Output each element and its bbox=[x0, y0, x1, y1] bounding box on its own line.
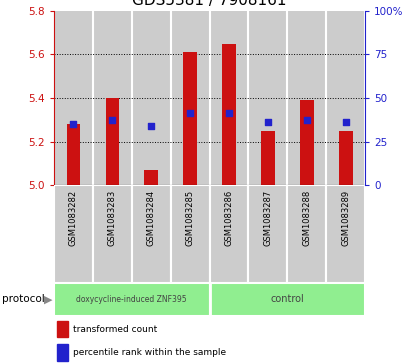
Text: GSM1083288: GSM1083288 bbox=[303, 190, 311, 246]
Text: ▶: ▶ bbox=[44, 294, 52, 305]
Bar bbox=[210, 283, 365, 316]
Text: percentile rank within the sample: percentile rank within the sample bbox=[73, 348, 226, 357]
Bar bbox=[171, 11, 210, 185]
Text: GSM1083283: GSM1083283 bbox=[108, 190, 117, 246]
Bar bbox=[210, 185, 249, 283]
Bar bbox=[93, 185, 132, 283]
Text: GSM1083284: GSM1083284 bbox=[147, 190, 156, 246]
Text: control: control bbox=[271, 294, 304, 305]
Point bbox=[226, 110, 232, 116]
Bar bbox=[132, 185, 171, 283]
Bar bbox=[66, 124, 80, 185]
Point bbox=[109, 117, 116, 123]
Text: GSM1083285: GSM1083285 bbox=[186, 190, 195, 246]
Bar bbox=[132, 11, 171, 185]
Point bbox=[342, 119, 349, 125]
Title: GDS5381 / 7908161: GDS5381 / 7908161 bbox=[132, 0, 287, 8]
Bar bbox=[54, 11, 93, 185]
Bar bbox=[287, 185, 326, 283]
Bar bbox=[57, 321, 68, 337]
Bar bbox=[300, 100, 314, 185]
Bar bbox=[261, 131, 275, 185]
Bar bbox=[54, 283, 210, 316]
Bar bbox=[339, 131, 353, 185]
Text: GSM1083289: GSM1083289 bbox=[341, 190, 350, 246]
Text: transformed count: transformed count bbox=[73, 325, 157, 334]
Bar bbox=[249, 11, 288, 185]
Text: protocol: protocol bbox=[2, 294, 45, 305]
Bar bbox=[210, 11, 249, 185]
Bar bbox=[249, 185, 287, 283]
Text: doxycycline-induced ZNF395: doxycycline-induced ZNF395 bbox=[76, 295, 187, 304]
Bar bbox=[93, 11, 132, 185]
Bar bbox=[183, 52, 197, 185]
Bar bbox=[171, 185, 210, 283]
Bar bbox=[288, 11, 326, 185]
Point bbox=[265, 119, 271, 125]
Point bbox=[187, 110, 193, 116]
Text: GSM1083287: GSM1083287 bbox=[264, 190, 272, 246]
Point bbox=[70, 121, 77, 127]
Bar bbox=[57, 344, 68, 361]
Bar bbox=[54, 185, 93, 283]
Bar bbox=[326, 11, 365, 185]
Bar bbox=[222, 44, 236, 185]
Text: GSM1083282: GSM1083282 bbox=[69, 190, 78, 246]
Text: GSM1083286: GSM1083286 bbox=[225, 190, 234, 246]
Bar bbox=[326, 185, 365, 283]
Point bbox=[303, 117, 310, 123]
Point bbox=[148, 123, 154, 129]
Bar bbox=[105, 98, 119, 185]
Bar bbox=[144, 170, 158, 185]
